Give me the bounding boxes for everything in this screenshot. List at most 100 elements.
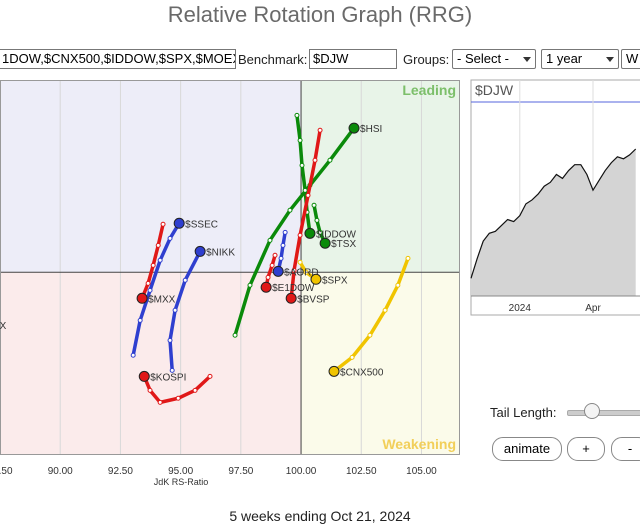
tail-line [312,203,327,245]
tail-point [282,229,288,235]
tail-point [167,337,173,343]
series-label: $SPX [322,275,348,286]
series-label: $E1DOW [272,283,315,294]
tail-point [265,274,271,280]
series-label: $NIKK [206,247,235,258]
weakening-label: Weakening [382,436,456,452]
tail-line [295,113,312,236]
tail-point [130,352,136,358]
series-label: $CNX500 [340,367,384,378]
groups-select[interactable]: - Select - [452,49,536,69]
tail-point [147,287,153,293]
leading-label: Leading [402,82,456,98]
tail-slider-track[interactable] [567,410,640,416]
tail-point [137,317,143,323]
groups-label: Groups: [403,52,450,67]
tail-point [267,237,273,243]
head-point [272,265,284,277]
page-title: Relative Rotation Graph (RRG) [167,2,473,27]
series-label: $SSEC [185,219,218,230]
tail-point [382,307,388,313]
series-label: $KOSPI [150,372,186,383]
symbols-input[interactable]: 1DOW,$CNX500,$IDDOW,$SPX,$MOEX [0,49,236,69]
head-point [304,227,316,239]
tail-point [317,127,323,133]
head-point [319,237,331,249]
plus-button[interactable]: + [567,437,605,461]
tail-point [145,280,151,286]
x-tick-label: 87.50 [0,466,13,477]
x-tick-label: 90.00 [48,466,73,477]
tail-point [192,387,198,393]
tail-point [311,202,317,208]
tail-point [172,307,178,313]
weakening-quadrant [301,272,460,455]
tail-point [405,255,411,261]
tail-point [312,157,318,163]
mini-label: $DJW [475,82,514,98]
benchmark-input[interactable]: $DJW [309,49,397,69]
head-point [173,217,185,229]
tail-point [167,235,173,241]
tail-point [278,255,284,261]
x-tick-label: 97.50 [228,466,253,477]
x-tick-label: 92.50 [108,466,133,477]
tail-point [207,373,213,379]
tail-point [280,242,286,248]
tail-point [169,367,175,373]
x-tick-label: 102.50 [346,466,377,477]
tail-point [147,387,153,393]
series-label: $MXX [148,294,176,305]
tail-length-label: Tail Length: [490,405,557,420]
head-point [348,122,360,134]
tail-point [272,252,278,258]
x-axis-label: JdK RS-Ratio [154,477,209,487]
tail-point [157,399,163,405]
plot-border [0,80,460,455]
tail-line [332,256,410,374]
tail-slider-thumb[interactable] [584,403,600,419]
period-caption: 5 weeks ending Oct 21, 2024 [229,508,411,524]
tail-line [276,230,287,274]
tail-point [247,282,253,288]
tail-point [314,217,320,223]
series-label: $MOEX [0,321,7,332]
tail-line [289,128,322,301]
mini-area [471,149,636,296]
period-select[interactable]: 1 year [541,49,619,69]
head-point [136,292,148,304]
tail-point [297,259,303,265]
tail-point [297,232,303,238]
lagging-quadrant [0,272,302,455]
tail-point [297,137,303,143]
tail-point [155,242,161,248]
tail-point [327,157,333,163]
tail-point [175,395,181,401]
head-point [260,281,272,293]
head-point [285,292,297,304]
series-label: $IDDOW [316,229,357,240]
tail-point [269,262,275,268]
interval-select[interactable]: W [621,49,640,69]
tail-point [317,229,323,235]
head-point [138,370,150,382]
tail-point [287,207,293,213]
tail-point [157,257,163,263]
tail-point [150,262,156,268]
minus-button[interactable]: - [611,437,640,461]
improving-quadrant [0,80,302,273]
mini-line [470,148,637,279]
head-point [310,273,322,285]
tail-point [349,354,355,360]
tail-line [142,374,212,405]
animate-button[interactable]: animate [492,437,562,461]
series-label: $BVSP [297,294,330,305]
series-label: $TSX [331,239,356,250]
tail-point [303,269,309,275]
x-tick-label: 100.00 [286,466,317,477]
tail-point [291,267,297,273]
head-point [194,245,206,257]
tail-point [302,187,308,193]
